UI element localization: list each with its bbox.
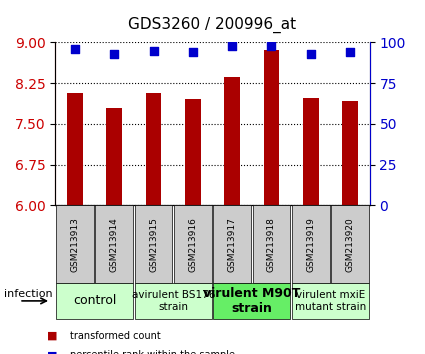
Point — [71, 46, 78, 52]
Point — [268, 43, 275, 48]
Point — [111, 51, 118, 57]
Bar — [146, 93, 162, 205]
Text: transformed count: transformed count — [70, 331, 161, 341]
Bar — [303, 98, 319, 205]
Bar — [67, 93, 83, 205]
Bar — [342, 101, 358, 205]
Text: ■: ■ — [47, 350, 57, 354]
Text: percentile rank within the sample: percentile rank within the sample — [70, 350, 235, 354]
Text: GSM213915: GSM213915 — [149, 217, 158, 272]
Point — [307, 51, 314, 57]
Text: GDS3260 / 200996_at: GDS3260 / 200996_at — [128, 17, 297, 33]
Text: infection: infection — [4, 289, 53, 299]
Point — [190, 50, 196, 55]
Text: virulent mxiE
mutant strain: virulent mxiE mutant strain — [295, 290, 366, 312]
Point — [150, 48, 157, 53]
Text: GSM213919: GSM213919 — [306, 217, 315, 272]
Text: virulent M90T
strain: virulent M90T strain — [203, 287, 300, 315]
Point — [347, 50, 354, 55]
Point — [229, 43, 235, 48]
Text: GSM213918: GSM213918 — [267, 217, 276, 272]
Text: avirulent BS176
strain: avirulent BS176 strain — [131, 290, 215, 312]
Text: ■: ■ — [47, 331, 57, 341]
Text: GSM213917: GSM213917 — [228, 217, 237, 272]
Text: GSM213916: GSM213916 — [188, 217, 197, 272]
Text: control: control — [73, 295, 116, 307]
Bar — [185, 99, 201, 205]
Text: GSM213913: GSM213913 — [71, 217, 79, 272]
Text: GSM213920: GSM213920 — [346, 217, 354, 272]
Bar — [264, 50, 279, 205]
Bar — [224, 77, 240, 205]
Text: GSM213914: GSM213914 — [110, 217, 119, 272]
Bar — [106, 108, 122, 205]
